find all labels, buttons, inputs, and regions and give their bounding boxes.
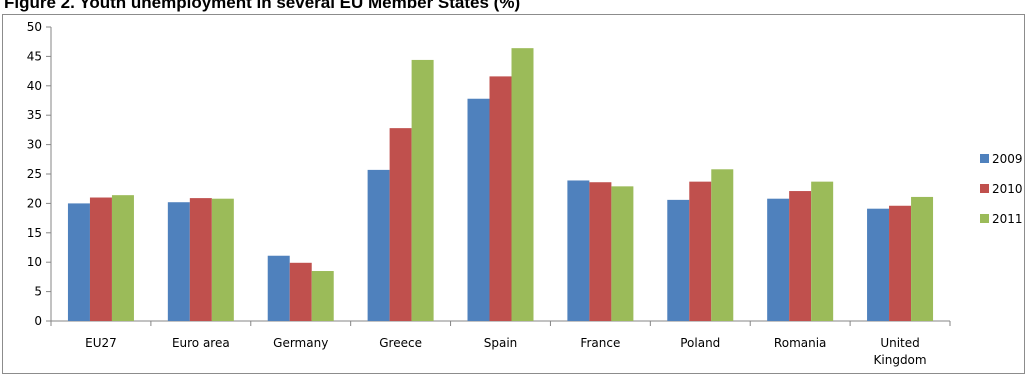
legend-swatch-2011 (980, 214, 989, 223)
y-tick-label: 25 (27, 167, 42, 181)
bar-2009-poland (667, 199, 690, 321)
bar-2011-germany (311, 271, 334, 321)
legend-label-2010: 2010 (992, 182, 1023, 196)
y-tick-label: 50 (27, 20, 42, 34)
x-category-label: Romania (774, 336, 826, 350)
y-tick-label: 10 (27, 255, 42, 269)
chart-frame (2, 14, 1025, 374)
legend-label-2011: 2011 (992, 212, 1023, 226)
bar-2010-spain (489, 76, 512, 321)
x-category-label: EU27 (85, 336, 117, 350)
bar-2009-romania (767, 198, 790, 321)
x-category-label: Poland (680, 336, 720, 350)
bar-2009-germany (267, 255, 290, 321)
bar-2011-romania (811, 181, 834, 321)
x-category-label: Spain (484, 336, 518, 350)
bar-2009-united-kingdom (867, 208, 890, 321)
x-category-label: France (580, 336, 620, 350)
bar-2009-greece (367, 169, 390, 321)
y-tick-label: 20 (27, 196, 42, 210)
bar-2010-france (589, 182, 612, 321)
legend-swatch-2010 (980, 184, 989, 193)
bar-2011-eu27 (111, 195, 134, 321)
bar-2011-poland (711, 169, 734, 321)
bar-2011-greece (411, 59, 434, 321)
bar-2011-spain (511, 48, 534, 321)
y-tick-label: 45 (27, 49, 42, 63)
bar-2009-france (567, 180, 590, 321)
bar-2010-greece (389, 128, 412, 321)
bar-2011-france (611, 186, 634, 321)
bar-2010-united-kingdom (889, 205, 912, 321)
legend-label-2009: 2009 (992, 152, 1023, 166)
bar-2009-spain (467, 98, 490, 322)
bar-2009-euro-area (167, 202, 190, 321)
y-tick-label: 40 (27, 79, 42, 93)
figure-title: Figure 2. Youth unemployment in several … (4, 0, 521, 12)
bar-2009-eu27 (67, 203, 90, 321)
bar-2010-romania (789, 191, 812, 321)
y-tick-label: 0 (34, 314, 42, 328)
legend-swatch-2009 (980, 154, 989, 163)
y-tick-label: 5 (34, 285, 42, 299)
y-tick-label: 30 (27, 138, 42, 152)
bar-2010-poland (689, 181, 712, 321)
bar-2010-eu27 (89, 197, 112, 321)
x-category-label: United Kingdom (874, 336, 927, 367)
y-tick-label: 35 (27, 108, 42, 122)
bar-2011-united-kingdom (911, 196, 934, 321)
bar-2010-euro-area (189, 198, 212, 321)
x-category-label: Germany (273, 336, 328, 350)
x-category-label: Euro area (172, 336, 230, 350)
y-tick-label: 15 (27, 226, 42, 240)
bar-2010-germany (289, 262, 312, 321)
bar-2011-euro-area (211, 198, 234, 321)
x-category-label: Greece (379, 336, 422, 350)
